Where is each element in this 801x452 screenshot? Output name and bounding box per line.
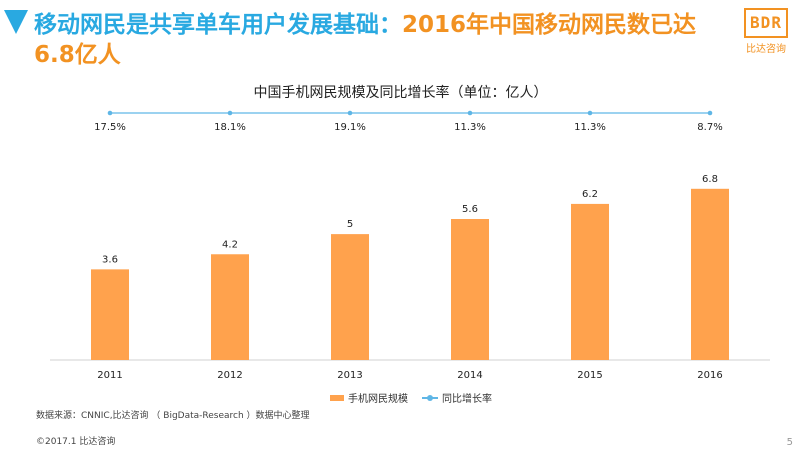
x-tick-2016: 2016	[697, 370, 722, 381]
bar-label-2013: 5	[347, 219, 353, 230]
chart-title: 中国手机网民规模及同比增长率（单位：亿人）	[253, 85, 548, 101]
bar-2011	[91, 269, 129, 360]
bar-label-2016: 6.8	[702, 174, 718, 185]
bar-2012	[211, 254, 249, 360]
page-number: 5	[786, 437, 793, 448]
logo-triangle-inner	[28, 47, 38, 57]
bar-2015	[571, 203, 609, 360]
brand-logo: BDR 比达咨询	[742, 8, 790, 56]
rate-label-2015: 11.3%	[574, 122, 606, 133]
bar-label-2015: 6.2	[582, 189, 598, 200]
slide-title-part1: 移动网民是共享单车用户发展基础：	[34, 12, 402, 38]
source-note: 数据来源：CNNIC,比达咨询 （ BigData-Research ）数据中心…	[36, 411, 310, 421]
rate-point-2014	[467, 110, 473, 116]
bar-label-2011: 3.6	[102, 254, 118, 265]
rate-label-2014: 11.3%	[454, 122, 486, 133]
rate-label-2011: 17.5%	[94, 122, 126, 133]
rate-point-2015	[587, 110, 593, 116]
logo-triangle-icon	[4, 10, 38, 57]
bar-2016	[691, 188, 729, 360]
legend-swatch-bar	[330, 394, 344, 401]
legend-label-line: 同比增长率	[442, 394, 492, 405]
rate-point-2016	[707, 110, 713, 116]
rate-label-2016: 8.7%	[697, 122, 722, 133]
bar-label-2012: 4.2	[222, 239, 238, 250]
bar-2014	[451, 219, 489, 360]
x-tick-2011: 2011	[97, 370, 122, 381]
rate-point-2012	[227, 110, 233, 116]
legend: 手机网民规模 同比增长率	[330, 390, 506, 405]
legend-item-bar: 手机网民规模	[330, 390, 408, 405]
x-tick-2015: 2015	[577, 370, 602, 381]
brand-sub: 比达咨询	[746, 44, 786, 55]
slide-title-part2: 2016年中国移动网民数已达6.8亿人	[34, 12, 697, 68]
slide-title: 移动网民是共享单车用户发展基础：2016年中国移动网民数已达6.8亿人	[34, 10, 714, 70]
x-tick-2013: 2013	[337, 370, 362, 381]
rate-label-2013: 19.1%	[334, 122, 366, 133]
rate-point-2011	[107, 110, 113, 116]
copyright: ©2017.1 比达咨询	[36, 437, 116, 447]
bar-2013	[331, 234, 369, 360]
rate-point-2013	[347, 110, 353, 116]
x-tick-2012: 2012	[217, 370, 242, 381]
legend-item-line: 同比增长率	[422, 390, 492, 405]
legend-dot	[427, 394, 433, 401]
brand-mark: BDR	[744, 8, 788, 38]
x-tick-2014: 2014	[457, 370, 482, 381]
bar-label-2014: 5.6	[462, 204, 478, 215]
legend-label-bar: 手机网民规模	[348, 394, 408, 405]
rate-label-2012: 18.1%	[214, 122, 246, 133]
legend-swatch-line	[422, 394, 438, 402]
